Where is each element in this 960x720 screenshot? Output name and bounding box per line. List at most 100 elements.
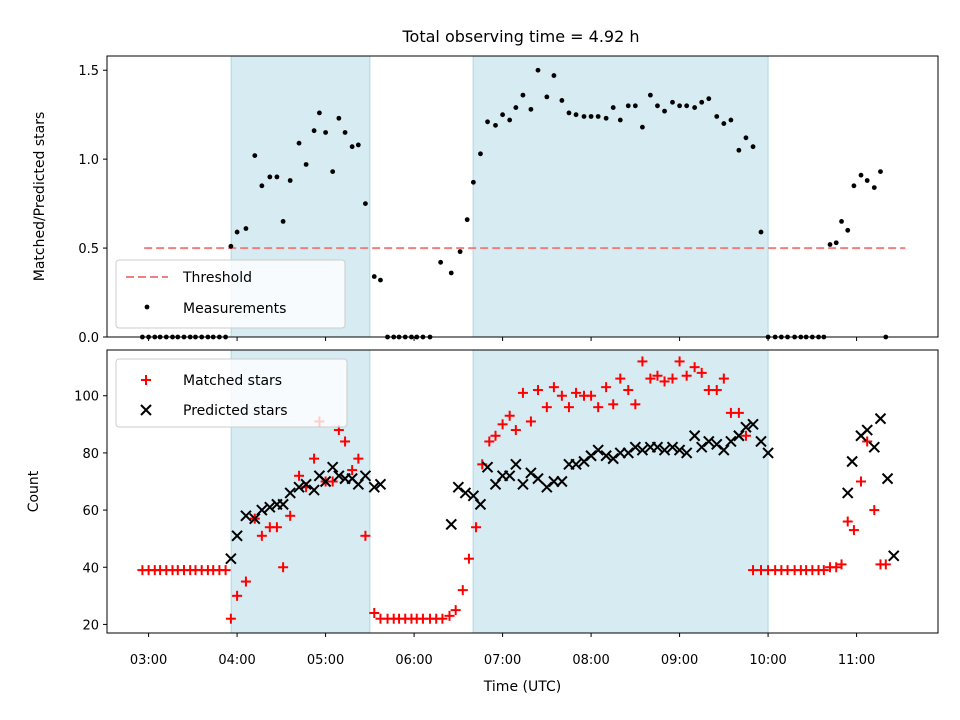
data-point-matched	[497, 419, 508, 430]
data-point	[507, 117, 513, 123]
data-point-matched	[630, 399, 641, 410]
data-point	[274, 174, 280, 180]
data-point-matched	[856, 476, 867, 487]
data-point-matched	[667, 373, 678, 384]
data-point-matched	[733, 407, 744, 418]
legend-predicted-swatch	[140, 404, 152, 416]
data-point-matched	[831, 562, 842, 573]
data-point-matched	[571, 387, 582, 398]
data-point-predicted	[445, 518, 457, 531]
data-point-predicted	[503, 470, 516, 482]
y-tick-label: 40	[82, 561, 99, 576]
data-point-predicted	[688, 430, 701, 442]
top-y-axis-label: Matched/Predicted stars	[32, 112, 48, 282]
data-point-matched	[256, 530, 267, 541]
data-point-predicted	[570, 458, 582, 471]
data-point	[470, 179, 476, 185]
data-point-predicted	[740, 421, 752, 433]
data-point-matched	[711, 385, 722, 396]
data-point-predicted	[300, 478, 312, 491]
data-point-matched	[608, 399, 619, 410]
data-point	[878, 169, 883, 175]
data-point-matched	[232, 590, 243, 601]
data-point-predicted	[481, 461, 494, 473]
data-point	[573, 112, 579, 118]
legend-matched-label: Matched stars	[183, 373, 282, 389]
data-point	[610, 105, 616, 110]
data-point	[845, 227, 851, 233]
data-point	[464, 217, 470, 223]
bottom-legend: Matched stars Predicted stars	[115, 358, 348, 428]
y-tick-label: 80	[82, 447, 99, 462]
data-point-matched	[593, 402, 604, 413]
top-panel: 0.0 0.5 1.0 1.5 Matched/Predicted stars Thr…	[32, 55, 939, 346]
data-point	[699, 99, 705, 105]
data-point	[259, 183, 265, 189]
data-point	[371, 274, 377, 279]
data-point	[871, 185, 877, 191]
data-point-predicted	[658, 444, 671, 456]
data-point	[864, 178, 870, 183]
data-point-predicted	[861, 424, 873, 436]
data-point	[528, 106, 534, 112]
data-point	[355, 142, 361, 148]
data-point-predicted	[326, 461, 339, 473]
data-point-matched	[615, 373, 626, 384]
data-point-predicted	[600, 450, 612, 462]
chart-title: Total observing time = 4.92 h	[401, 27, 639, 46]
data-point-matched	[285, 510, 296, 521]
data-point-predicted	[359, 470, 372, 482]
data-point-matched	[327, 476, 338, 487]
data-point-predicted	[474, 498, 487, 511]
bottom-panel: 20 40 60 80 100 03:00 04:00 05:00 06:00 07:00 08:…	[26, 349, 939, 695]
data-point	[588, 114, 594, 119]
data-point	[438, 259, 444, 265]
data-point	[750, 144, 756, 150]
data-point-predicted	[467, 490, 480, 502]
data-point	[544, 94, 550, 100]
data-point-matched	[450, 605, 461, 616]
data-point	[566, 110, 572, 116]
data-point	[363, 201, 368, 207]
x-tick-label: 03:00	[130, 653, 167, 668]
data-point-predicted	[489, 478, 502, 491]
data-point-matched	[444, 610, 455, 621]
data-point-predicted	[881, 472, 894, 485]
data-point-matched	[463, 553, 474, 564]
data-point-predicted	[256, 504, 268, 516]
data-point-matched	[637, 356, 648, 367]
data-point-predicted	[703, 435, 715, 448]
data-point	[714, 114, 720, 119]
data-point	[833, 240, 839, 246]
top-legend: Threshold Measurements	[115, 259, 346, 329]
data-point-predicted	[293, 481, 305, 493]
data-point	[617, 117, 623, 123]
data-point-matched	[278, 562, 289, 573]
data-point-predicted	[718, 444, 730, 456]
data-point	[316, 110, 322, 116]
data-point	[500, 112, 505, 118]
x-tick-label: 05:00	[307, 653, 344, 668]
data-point-matched	[848, 525, 859, 536]
data-point-matched	[601, 382, 612, 393]
data-point-predicted	[277, 498, 289, 511]
data-point	[640, 124, 645, 130]
data-point	[858, 172, 864, 178]
data-point	[228, 243, 234, 249]
y-tick-label: 60	[82, 504, 99, 519]
data-point-predicted	[240, 510, 252, 522]
data-point-matched	[652, 370, 663, 381]
data-point-predicted	[629, 441, 642, 453]
data-point	[280, 218, 286, 224]
data-point-matched	[532, 385, 543, 396]
data-point	[252, 153, 258, 158]
y-tick-label: 100	[74, 390, 99, 405]
data-point-predicted	[636, 444, 649, 456]
data-point	[267, 174, 273, 180]
data-point	[595, 114, 601, 119]
data-point-predicted	[264, 501, 276, 513]
data-point-matched	[548, 382, 559, 393]
data-point	[287, 178, 293, 183]
bottom-legend-box	[115, 358, 348, 428]
